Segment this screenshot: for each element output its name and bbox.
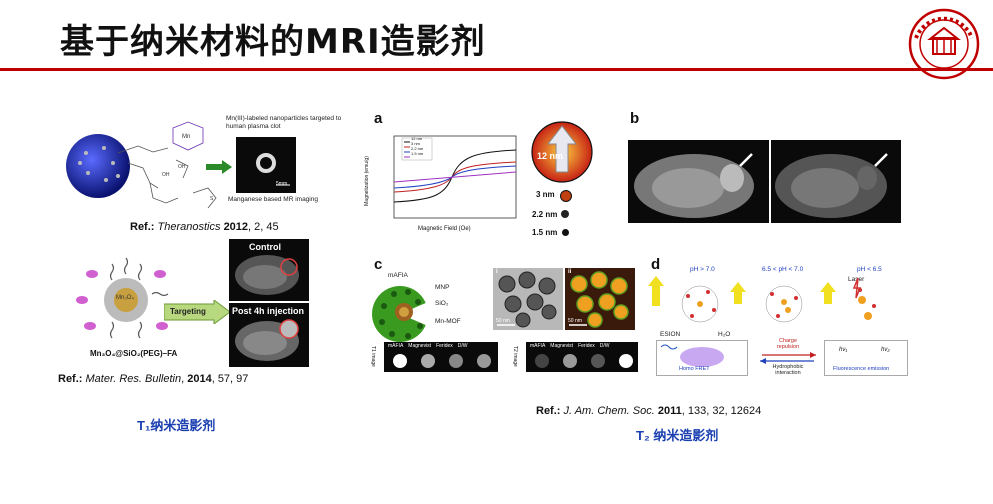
water-label: H₂O — [718, 331, 731, 338]
charge-repulsion-label: Charge repulsion — [776, 338, 800, 351]
panel-d-letter: d — [651, 256, 661, 273]
tem-i-label: i — [496, 269, 498, 275]
phantom-label: Magnevist — [408, 343, 432, 349]
mri-image-before — [628, 140, 769, 223]
post-injection-label: Post 4h injection — [232, 306, 305, 316]
t1-phantom-row: mAFIA Magnevist Feridex D/W — [384, 342, 498, 372]
svg-text:OH: OH — [178, 164, 186, 170]
mnp-label: MNP — [435, 284, 450, 291]
mr-imaging-label: Manganese based MR imaging — [228, 196, 318, 203]
tem-image-ii: ii 50 nm — [565, 268, 635, 330]
size-contrast-sphere — [531, 121, 593, 183]
t2-phantom-row: mAFIA Magnevist Feridex D/W — [526, 342, 638, 372]
ph-label-3: pH < 6.5 — [857, 266, 882, 273]
mnmof-label: Mn-MOF — [435, 318, 461, 325]
phantom-label: mAFIA — [530, 343, 546, 349]
size-dot — [560, 190, 572, 202]
tem-image-i: i 50 nm — [493, 268, 563, 330]
panel-b-letter: b — [630, 110, 640, 127]
tem-ii-label: ii — [568, 269, 572, 275]
size-label-2nm: 2.2 nm — [532, 210, 558, 219]
post-injection-mri-image: Post 4h injection — [229, 303, 309, 367]
mafia-particle-diagram — [372, 286, 428, 342]
phantom-label: D/W — [599, 343, 610, 349]
mri-image-after — [771, 140, 901, 223]
fluorescence-box: hν₁ hν₂ Fluorescence emission — [824, 340, 908, 376]
svg-text:S: S — [210, 196, 214, 202]
plot-ylabel: Magnetization (emu/g) — [363, 156, 370, 206]
title-rule — [0, 68, 993, 71]
slide-title: 基于纳米材料的MRI造影剂 — [60, 22, 486, 62]
legend-entry: 1.5 nm — [411, 151, 424, 156]
control-label: Control — [249, 242, 281, 252]
mafia-label: mAFIA — [388, 272, 408, 279]
ph-label-2: 6.5 < pH < 7.0 — [762, 266, 804, 273]
size-label-3nm: 3 nm — [536, 190, 555, 199]
double-arrow-icon — [760, 352, 816, 364]
size-label-1nm: 1.5 nm — [532, 228, 558, 237]
plot-legend: 12 nm 3 nm 2.2 nm 1.5 nm — [411, 136, 423, 156]
clot-label: Mn(III)-labeled nanoparticles targeted t… — [226, 115, 342, 130]
phantom-label: mAFIA — [388, 343, 404, 349]
ph-label-1: pH > 7.0 — [690, 266, 715, 273]
reference-2: Ref.: Mater. Res. Bulletin, 2014, 57, 97 — [58, 373, 249, 385]
scale-bar-label: 5mm — [276, 181, 288, 187]
hv2-label: hν₂ — [881, 347, 890, 353]
university-seal-logo — [908, 8, 980, 80]
homo-fret-box: Homo FRET — [656, 340, 748, 376]
scale-bar-label: 50 nm — [568, 318, 582, 324]
scale-bar-label: 50 nm — [496, 318, 510, 324]
sio2-label: SiO₂ — [435, 300, 449, 307]
phantom-label: Feridex — [578, 343, 595, 349]
targeting-label: Targeting — [170, 307, 206, 316]
reference-3: Ref.: J. Am. Chem. Soc. 2011, 133, 32, 1… — [536, 405, 762, 417]
phantom-label: Feridex — [436, 343, 453, 349]
svg-text:OH: OH — [162, 172, 170, 178]
control-mri-image: Control — [229, 239, 309, 301]
mn3o4-nanoparticle-diagram — [76, 257, 169, 339]
size-dot — [562, 229, 569, 236]
magnetization-curve-plot — [393, 135, 517, 219]
ph-response-diagram — [648, 276, 876, 323]
core-label: Mn₃O₄ — [116, 295, 134, 301]
t1-row-label: T1 image — [370, 346, 376, 367]
phantom-label: Magnevist — [550, 343, 574, 349]
sphere-size-label: 12 nm — [537, 151, 564, 161]
reference-1: Ref.: Theranostics 2012, 2, 45 — [130, 221, 279, 233]
t1-caption: T₁纳米造影剂 — [137, 418, 216, 433]
nanoparticle-porphyrin-diagram: Mn OH OH S — [66, 121, 217, 209]
esion-label: ESION — [660, 331, 681, 338]
svg-text:Mn: Mn — [182, 134, 190, 140]
mr-clot-image: 5mm — [236, 137, 296, 193]
panel-a-letter: a — [374, 110, 383, 127]
legend-entry: 2.2 nm — [411, 146, 424, 151]
arrow-right-icon — [206, 160, 232, 174]
nanoparticle-formula: Mn₃O₄@SiO₂(PEG)–FA — [90, 349, 178, 358]
hv1-label: hν₁ — [839, 347, 848, 353]
laser-label: Laser — [848, 276, 865, 283]
legend-entry: 3 nm — [411, 141, 420, 146]
t2-caption: T₂ 纳米造影剂 — [636, 428, 719, 443]
panel-c-letter: c — [374, 256, 383, 273]
plot-xlabel: Magnetic Field (Oe) — [418, 226, 471, 232]
fluorescence-label: Fluorescence emission — [833, 366, 890, 372]
phantom-label: D/W — [457, 343, 468, 349]
homo-fret-label: Homo FRET — [679, 366, 710, 372]
size-dot — [561, 210, 569, 218]
hydrophobic-label: Hydrophobic interaction — [772, 364, 804, 377]
t2-row-label: T2 image — [512, 346, 518, 367]
targeting-arrow-icon — [164, 300, 230, 324]
legend-entry: 12 nm — [411, 136, 423, 141]
